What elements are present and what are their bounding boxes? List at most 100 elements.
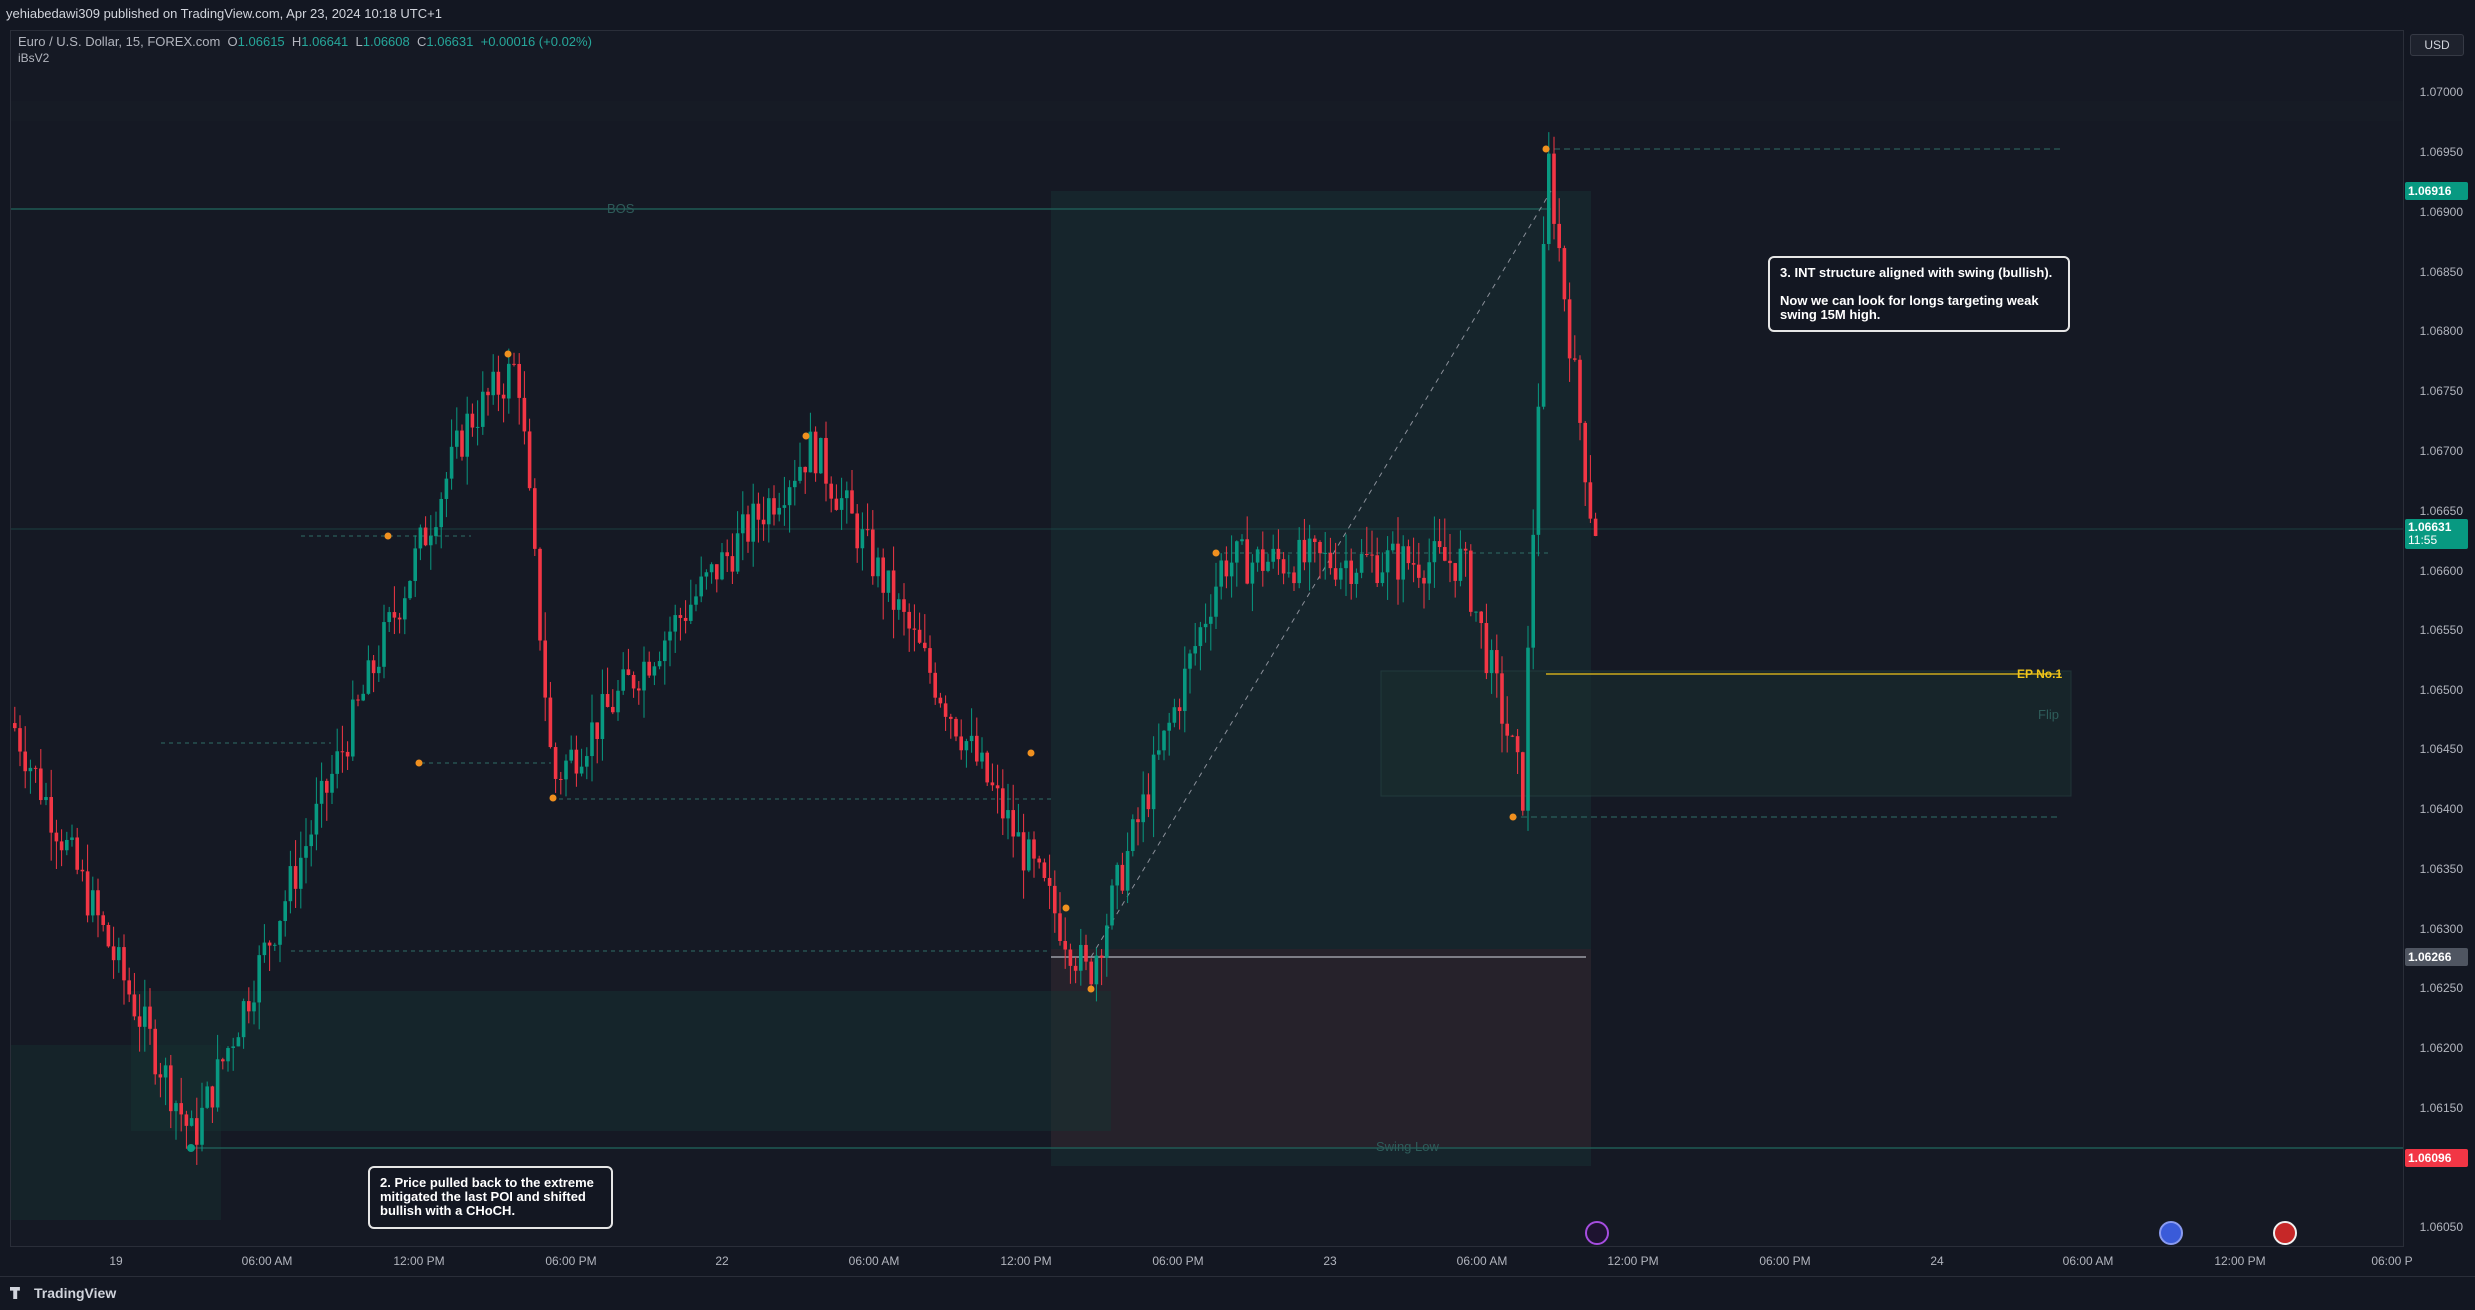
candle-body [1333, 568, 1338, 580]
candle-body [1521, 752, 1525, 811]
candle-body [1094, 955, 1099, 985]
candle-body [1536, 406, 1541, 535]
swing-point [1542, 145, 1550, 153]
candle-body [340, 751, 345, 753]
candle-body [18, 728, 22, 752]
candle-body [231, 1046, 235, 1049]
price-tick: 1.06500 [2419, 683, 2463, 697]
swing-point [1212, 549, 1220, 557]
candle-body [1443, 547, 1447, 561]
candle-body [13, 723, 17, 729]
candle-body [247, 1001, 251, 1012]
candle-body [585, 756, 589, 767]
candle-body [933, 672, 937, 698]
currency-button[interactable]: USD [2410, 34, 2464, 56]
candle-body [1318, 541, 1322, 554]
candle-body [210, 1086, 215, 1108]
candle-body [85, 871, 90, 916]
symbol-name: Euro / U.S. Dollar, 15, FOREX.com [18, 34, 221, 49]
candle-body [616, 690, 620, 713]
candle-body [423, 527, 428, 546]
candle-body [834, 498, 839, 510]
discount-zone [1051, 949, 1591, 1149]
price-tick: 1.06150 [2419, 1101, 2463, 1115]
swing-point [1087, 985, 1095, 993]
swing-point [549, 794, 557, 802]
candle-body [767, 498, 771, 525]
candle-body [403, 598, 407, 620]
indicator-label[interactable]: iBsV2 [18, 51, 50, 65]
candle-body [49, 797, 53, 833]
candle-body [1203, 623, 1208, 628]
symbol-legend: Euro / U.S. Dollar, 15, FOREX.com O1.066… [18, 34, 592, 49]
candle-body [595, 722, 599, 739]
close-value: 1.06631 [426, 34, 474, 49]
chart-area[interactable]: BOS Swing Low Flip EP No.1 2. Price pull… [10, 30, 2404, 1247]
candle-body [314, 803, 319, 835]
candle-body [1323, 552, 1327, 554]
us-flag-event-icon[interactable] [2273, 1221, 2297, 1245]
candle-body [1401, 546, 1405, 580]
price-tick: 1.06050 [2419, 1220, 2463, 1234]
candlestick-chart[interactable] [11, 31, 2403, 1246]
candle-body [475, 426, 480, 428]
candle-body [75, 837, 79, 870]
high-value: 1.06641 [301, 34, 349, 49]
candle-body [829, 483, 833, 499]
candle-body [1526, 647, 1530, 811]
candle-body [949, 716, 953, 719]
candle-body [813, 431, 818, 474]
candle-body [1214, 586, 1218, 617]
candle-body [371, 660, 376, 674]
candle-body [1469, 550, 1473, 612]
candle-body [330, 773, 334, 793]
price-tick: 1.06550 [2419, 623, 2463, 637]
price-scale[interactable]: 1.07000 1.06950 1.06900 1.06850 1.06800 1.067… [2404, 30, 2475, 1245]
candle-body [106, 924, 111, 947]
flip-label: Flip [2038, 707, 2059, 722]
candle-body [1515, 736, 1520, 753]
callout-step-2[interactable]: 2. Price pulled back to the extreme miti… [368, 1166, 613, 1229]
time-tick: 24 [1930, 1254, 1944, 1268]
candle-body [517, 363, 521, 398]
time-tick: 12:00 PM [393, 1254, 445, 1268]
candle-body [1422, 577, 1426, 584]
candle-body [486, 391, 490, 396]
callout-step-3[interactable]: 3. INT structure aligned with swing (bul… [1768, 256, 2070, 332]
candle-body [496, 371, 501, 395]
candle-body [793, 480, 797, 488]
candle-body [319, 780, 324, 804]
candle-body [1053, 885, 1057, 914]
swing-point [504, 350, 512, 358]
time-tick: 23 [1323, 1254, 1337, 1268]
candle-body [787, 487, 792, 506]
candle-body [590, 722, 594, 757]
candle-body [236, 1037, 241, 1047]
candle-body [704, 572, 709, 577]
candle-body [1365, 553, 1369, 555]
candle-body [1385, 550, 1390, 573]
tradingview-logo[interactable]: TradingView [10, 1285, 116, 1301]
candle-body [808, 431, 813, 473]
candle-body [262, 942, 267, 956]
lightning-event-icon[interactable] [1585, 1221, 1609, 1245]
candle-body [1068, 949, 1073, 966]
candle-body [65, 839, 69, 851]
candle-body [304, 846, 308, 858]
candle-body [1505, 723, 1509, 736]
candle-body [1474, 611, 1478, 613]
candle-body [720, 552, 724, 580]
candle-body [392, 612, 397, 618]
candle-body [70, 837, 74, 840]
candle-body [1240, 539, 1244, 542]
candle-body [928, 648, 932, 673]
globe-event-icon[interactable] [2159, 1221, 2183, 1245]
candle-body [642, 661, 646, 691]
candle-body [465, 413, 469, 457]
candle-body [891, 570, 896, 610]
candle-body [564, 760, 568, 780]
candle-body [923, 642, 927, 649]
time-scale[interactable]: 19 06:00 AM 12:00 PM 06:00 PM 22 06:00 AM 12:0… [10, 1246, 2412, 1274]
candle-body [1266, 561, 1270, 571]
time-tick: 06:00 AM [848, 1254, 900, 1268]
